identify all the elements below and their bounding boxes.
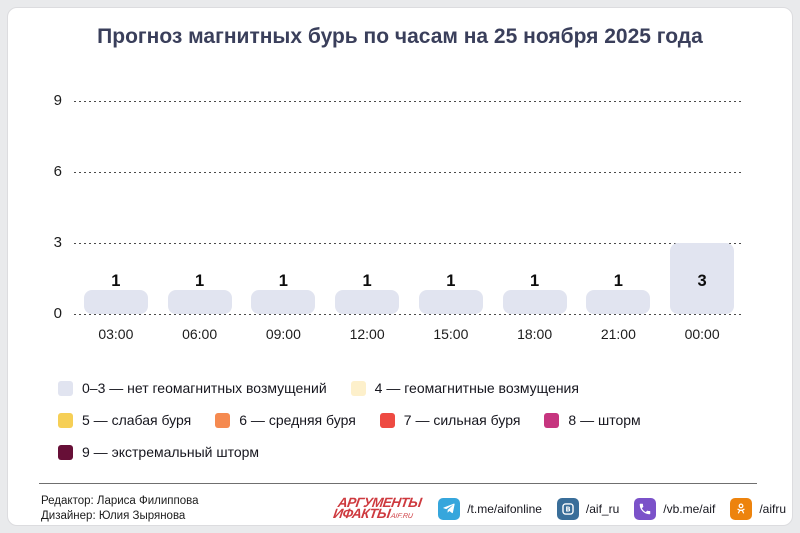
social-handle: /aifru bbox=[759, 502, 786, 516]
y-axis-tick: 3 bbox=[53, 234, 62, 251]
aif-logo: АРГУМЕНТЫ ИФАКТЫAIF.RU bbox=[332, 495, 422, 522]
credit-editor: Редактор: Лариса Филиппова bbox=[41, 495, 199, 507]
bar-value-label: 1 bbox=[530, 272, 540, 290]
x-axis-label: 21:00 bbox=[600, 326, 636, 342]
social-links: /t.me/aifonline В/aif_ru/vb.me/aif/aifru bbox=[438, 498, 786, 520]
legend-item: 5 — слабая буря bbox=[58, 411, 191, 430]
bar-value-label: 1 bbox=[195, 272, 205, 290]
legend-swatch bbox=[58, 413, 73, 428]
bar-value-label: 1 bbox=[362, 272, 372, 290]
bar bbox=[586, 290, 651, 314]
legend-label: 8 — шторм bbox=[568, 412, 641, 428]
legend-label: 7 — сильная буря bbox=[403, 412, 521, 428]
x-axis-label: 12:00 bbox=[349, 326, 385, 342]
footer: Редактор: Лариса Филиппова Дизайнер: Юли… bbox=[41, 490, 786, 528]
legend-label: 0–3 — нет геомагнитных возмущений bbox=[82, 380, 327, 396]
gridline-y6 bbox=[74, 171, 744, 173]
bar bbox=[502, 290, 567, 314]
legend-swatch bbox=[350, 381, 366, 396]
social-handle: /vb.me/aif bbox=[663, 502, 716, 516]
legend-label: 6 — средняя буря bbox=[239, 412, 356, 428]
infographic-card: Прогноз магнитных бурь по часам на 25 но… bbox=[7, 7, 793, 526]
ok-icon[interactable] bbox=[730, 498, 753, 520]
social-handle: /t.me/aifonline bbox=[467, 502, 542, 516]
bar-columns: 1 03:00 1 06:00 1 09:00 1 12:00 1 15:00 1 18:00 1 21:… bbox=[74, 101, 744, 342]
aif-logo-line2: ИФАКТЫAIF.RU bbox=[332, 505, 414, 521]
bar bbox=[167, 290, 232, 314]
credits: Редактор: Лариса Филиппова Дизайнер: Юли… bbox=[41, 494, 199, 524]
legend-label: 9 — экстремальный шторм bbox=[82, 444, 260, 460]
legend-row-1: 0–3 — нет геомагнитных возмущений 4 — гео… bbox=[58, 379, 762, 398]
legend-swatch bbox=[58, 381, 73, 396]
bar-column-21:00: 1 21:00 bbox=[577, 101, 661, 342]
social-item-vk[interactable]: В/aif_ru bbox=[556, 498, 620, 520]
x-axis-label: 18:00 bbox=[517, 326, 553, 342]
legend-item: 0–3 — нет геомагнитных возмущений bbox=[58, 379, 327, 398]
x-axis-label: 00:00 bbox=[684, 326, 720, 342]
x-axis-label: 03:00 bbox=[98, 326, 134, 342]
bar-value-label: 1 bbox=[278, 272, 288, 290]
bar-column-03:00: 1 03:00 bbox=[74, 101, 158, 342]
aif-logo-suffix: AIF.RU bbox=[389, 512, 414, 520]
viber-icon[interactable] bbox=[634, 498, 657, 520]
social-handle: /aif_ru bbox=[585, 502, 620, 516]
bar bbox=[83, 290, 148, 314]
legend-row-2: 5 — слабая буря 6 — средняя буря 7 — сильн… bbox=[58, 411, 762, 430]
legend-item: 9 — экстремальный шторм bbox=[58, 443, 259, 462]
bar-value-label: 1 bbox=[446, 272, 456, 290]
svg-text:В: В bbox=[565, 506, 570, 514]
bar-value-label: 1 bbox=[111, 272, 121, 290]
legend-swatch bbox=[544, 413, 560, 428]
bar bbox=[670, 243, 735, 314]
footer-divider bbox=[39, 483, 757, 484]
bar-value-label: 3 bbox=[697, 272, 707, 290]
social-item-ok[interactable]: /aifru bbox=[730, 498, 786, 520]
legend-label: 5 — слабая буря bbox=[82, 412, 192, 428]
bar-column-15:00: 1 15:00 bbox=[409, 101, 493, 342]
page-title: Прогноз магнитных бурь по часам на 25 но… bbox=[97, 25, 703, 48]
legend-row-3: 9 — экстремальный шторм bbox=[58, 443, 762, 462]
social-item-viber[interactable]: /vb.me/aif bbox=[634, 498, 715, 520]
legend-item: 6 — средняя буря bbox=[215, 411, 356, 430]
bar-chart: 0 3 6 9 1 03:00 1 06:00 1 09:00 1 12:00 1 15:00 1 18:00… bbox=[54, 93, 744, 342]
bar-column-18:00: 1 18:00 bbox=[493, 101, 577, 342]
bar-column-09:00: 1 09:00 bbox=[242, 101, 326, 342]
bar-column-00:00: 3 00:00 bbox=[660, 101, 744, 342]
legend-item: 8 — шторм bbox=[544, 411, 641, 430]
bar-value-label: 1 bbox=[613, 272, 623, 290]
y-axis-tick: 9 bbox=[53, 92, 62, 109]
x-axis-label: 06:00 bbox=[182, 326, 218, 342]
x-axis-label: 15:00 bbox=[433, 326, 469, 342]
legend-swatch bbox=[215, 413, 231, 428]
legend-label: 4 — геомагнитные возмущения bbox=[374, 380, 579, 396]
y-axis-tick: 6 bbox=[53, 163, 62, 180]
gridline-y9 bbox=[74, 100, 744, 102]
gridline-y3 bbox=[74, 242, 744, 244]
telegram-icon[interactable] bbox=[438, 498, 461, 520]
legend-item: 7 — сильная буря bbox=[379, 411, 521, 430]
legend-swatch bbox=[58, 445, 73, 460]
legend-item: 4 — геомагнитные возмущения bbox=[350, 379, 579, 398]
social-item-telegram[interactable]: /t.me/aifonline bbox=[438, 498, 542, 520]
bar-column-12:00: 1 12:00 bbox=[325, 101, 409, 342]
bar bbox=[251, 290, 316, 314]
x-axis-label: 09:00 bbox=[265, 326, 301, 342]
bar-column-06:00: 1 06:00 bbox=[158, 101, 242, 342]
bar bbox=[418, 290, 483, 314]
gridline-y0 bbox=[74, 313, 744, 315]
vk-icon[interactable]: В bbox=[556, 498, 579, 520]
bar bbox=[335, 290, 400, 314]
y-axis-tick: 0 bbox=[53, 305, 62, 322]
credit-designer: Дизайнер: Юлия Зырянова bbox=[41, 510, 186, 522]
legend: 0–3 — нет геомагнитных возмущений 4 — гео… bbox=[58, 379, 762, 475]
legend-swatch bbox=[379, 413, 395, 428]
